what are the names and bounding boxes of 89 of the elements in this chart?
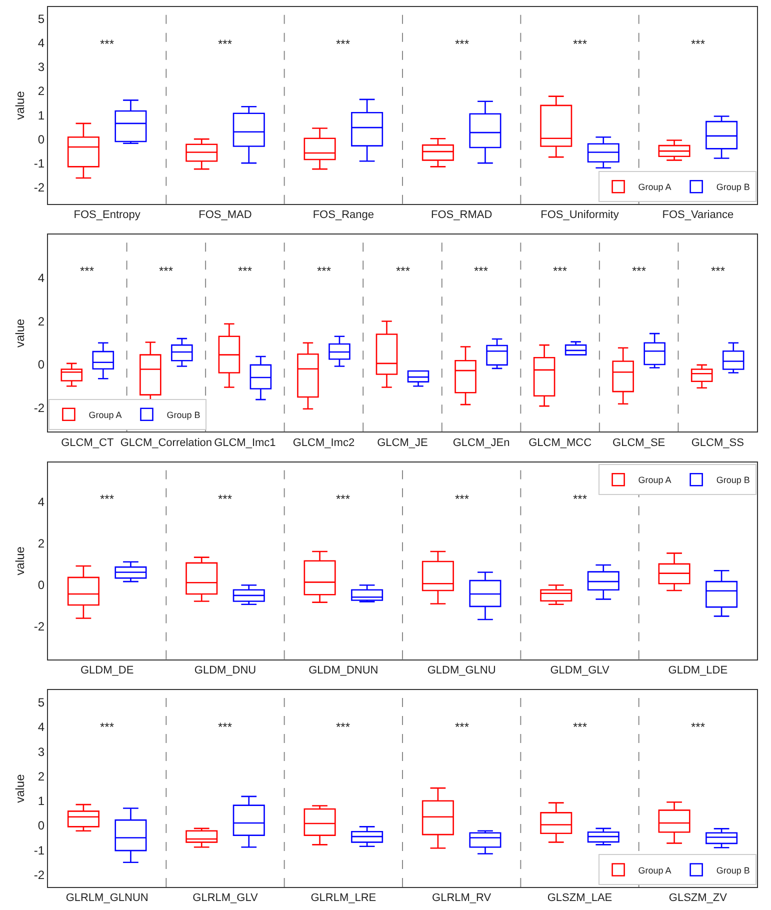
y-axis-title: value xyxy=(13,90,28,120)
y-tick-label: 2 xyxy=(38,314,45,328)
y-tick-label: 4 xyxy=(38,494,45,509)
annotation: *** xyxy=(336,37,350,51)
x-tick-label: GLCM_SS xyxy=(691,436,744,449)
x-tick-label: GLDM_GLV xyxy=(550,664,610,676)
y-tick-label: 1 xyxy=(38,108,45,122)
x-tick-label: FOS_RMAD xyxy=(431,209,492,222)
y-tick-label: -1 xyxy=(34,156,45,170)
x-tick-label: GLCM_JEn xyxy=(452,436,510,449)
legend-label: Group B xyxy=(716,865,750,876)
y-tick-label: -2 xyxy=(34,401,45,415)
x-tick-label: GLCM_JE xyxy=(377,436,428,449)
annotation: *** xyxy=(218,720,232,734)
y-tick-label: -1 xyxy=(34,843,45,858)
annotation: *** xyxy=(238,264,252,278)
y-tick-label: -2 xyxy=(34,619,45,634)
x-tick-label: GLRLM_GLNUN xyxy=(66,892,148,904)
y-tick-label: -2 xyxy=(34,180,45,194)
x-tick-label: GLSZM_LAE xyxy=(547,892,612,904)
annotation: *** xyxy=(100,37,114,51)
x-tick-label: FOS_MAD xyxy=(198,209,252,222)
y-axis-title: value xyxy=(13,318,28,348)
x-tick-label: FOS_Range xyxy=(312,209,374,222)
y-tick-label: 0 xyxy=(38,132,45,146)
annotation: *** xyxy=(80,264,94,278)
x-tick-label: GLCM_CT xyxy=(61,436,114,449)
y-tick-label: 5 xyxy=(38,696,45,710)
y-tick-label: 0 xyxy=(38,578,45,592)
annotation: *** xyxy=(711,264,726,278)
annotation: *** xyxy=(455,37,470,51)
x-tick-label: GLCM_MCC xyxy=(528,436,592,449)
legend-label: Group A xyxy=(638,475,672,486)
annotation: *** xyxy=(455,492,470,506)
annotation: *** xyxy=(691,720,706,734)
y-tick-label: 4 xyxy=(38,720,45,734)
y-tick-label: 2 xyxy=(38,84,45,98)
y-tick-label: 0 xyxy=(38,358,45,372)
x-tick-label: GLCM_SE xyxy=(612,436,666,449)
annotation: *** xyxy=(474,264,488,278)
x-tick-label: GLSZM_ZV xyxy=(668,892,728,904)
legend-label: Group B xyxy=(166,410,200,420)
annotation: *** xyxy=(396,264,410,278)
legend-label: Group A xyxy=(88,410,122,420)
annotation: *** xyxy=(218,492,232,506)
x-tick-label: GLCM_Correlation xyxy=(120,436,212,449)
annotation: *** xyxy=(317,264,332,278)
x-tick-label: GLCM_Imc1 xyxy=(214,436,276,449)
legend-label: Group B xyxy=(716,475,750,486)
x-tick-label: GLRLM_RV xyxy=(432,892,492,904)
annotation: *** xyxy=(691,37,706,51)
y-axis-title: value xyxy=(13,774,28,803)
annotation: *** xyxy=(336,720,350,734)
legend-label: Group A xyxy=(638,182,672,192)
y-axis-title: value xyxy=(13,546,28,576)
y-tick-label: 1 xyxy=(38,794,45,808)
annotation: *** xyxy=(100,492,114,506)
y-tick-label: 5 xyxy=(38,12,45,26)
x-tick-label: GLDM_DNU xyxy=(194,664,256,676)
y-tick-label: 2 xyxy=(38,769,45,784)
annotation: *** xyxy=(553,264,568,278)
x-tick-label: GLDM_GLNU xyxy=(427,664,496,676)
y-tick-label: 4 xyxy=(38,36,45,50)
x-tick-label: FOS_Entropy xyxy=(74,209,141,222)
annotation: *** xyxy=(632,264,646,278)
annotation: *** xyxy=(573,492,588,506)
y-tick-label: 0 xyxy=(38,818,45,833)
legend-label: Group A xyxy=(638,865,672,876)
x-tick-label: FOS_Uniformity xyxy=(540,209,620,222)
x-tick-label: GLCM_Imc2 xyxy=(292,436,355,449)
annotation: *** xyxy=(218,37,232,51)
legend-label: Group B xyxy=(716,182,750,192)
annotation: *** xyxy=(455,720,470,734)
x-tick-label: GLDM_DNUN xyxy=(308,664,378,676)
y-tick-label: 4 xyxy=(38,271,45,286)
y-tick-label: 3 xyxy=(38,744,45,759)
y-tick-label: -2 xyxy=(34,868,45,882)
y-tick-label: 3 xyxy=(38,60,45,74)
x-tick-label: GLRLM_LRE xyxy=(310,892,376,904)
x-tick-label: FOS_Variance xyxy=(662,209,734,222)
x-tick-label: GLRLM_GLV xyxy=(192,892,259,904)
annotation: *** xyxy=(100,720,114,734)
annotation: *** xyxy=(159,264,174,278)
annotation: *** xyxy=(573,37,588,51)
annotation: *** xyxy=(573,720,588,734)
y-tick-label: 2 xyxy=(38,536,45,550)
annotation: *** xyxy=(336,492,350,506)
x-tick-label: GLDM_DE xyxy=(80,664,134,676)
x-tick-label: GLDM_LDE xyxy=(668,664,728,676)
